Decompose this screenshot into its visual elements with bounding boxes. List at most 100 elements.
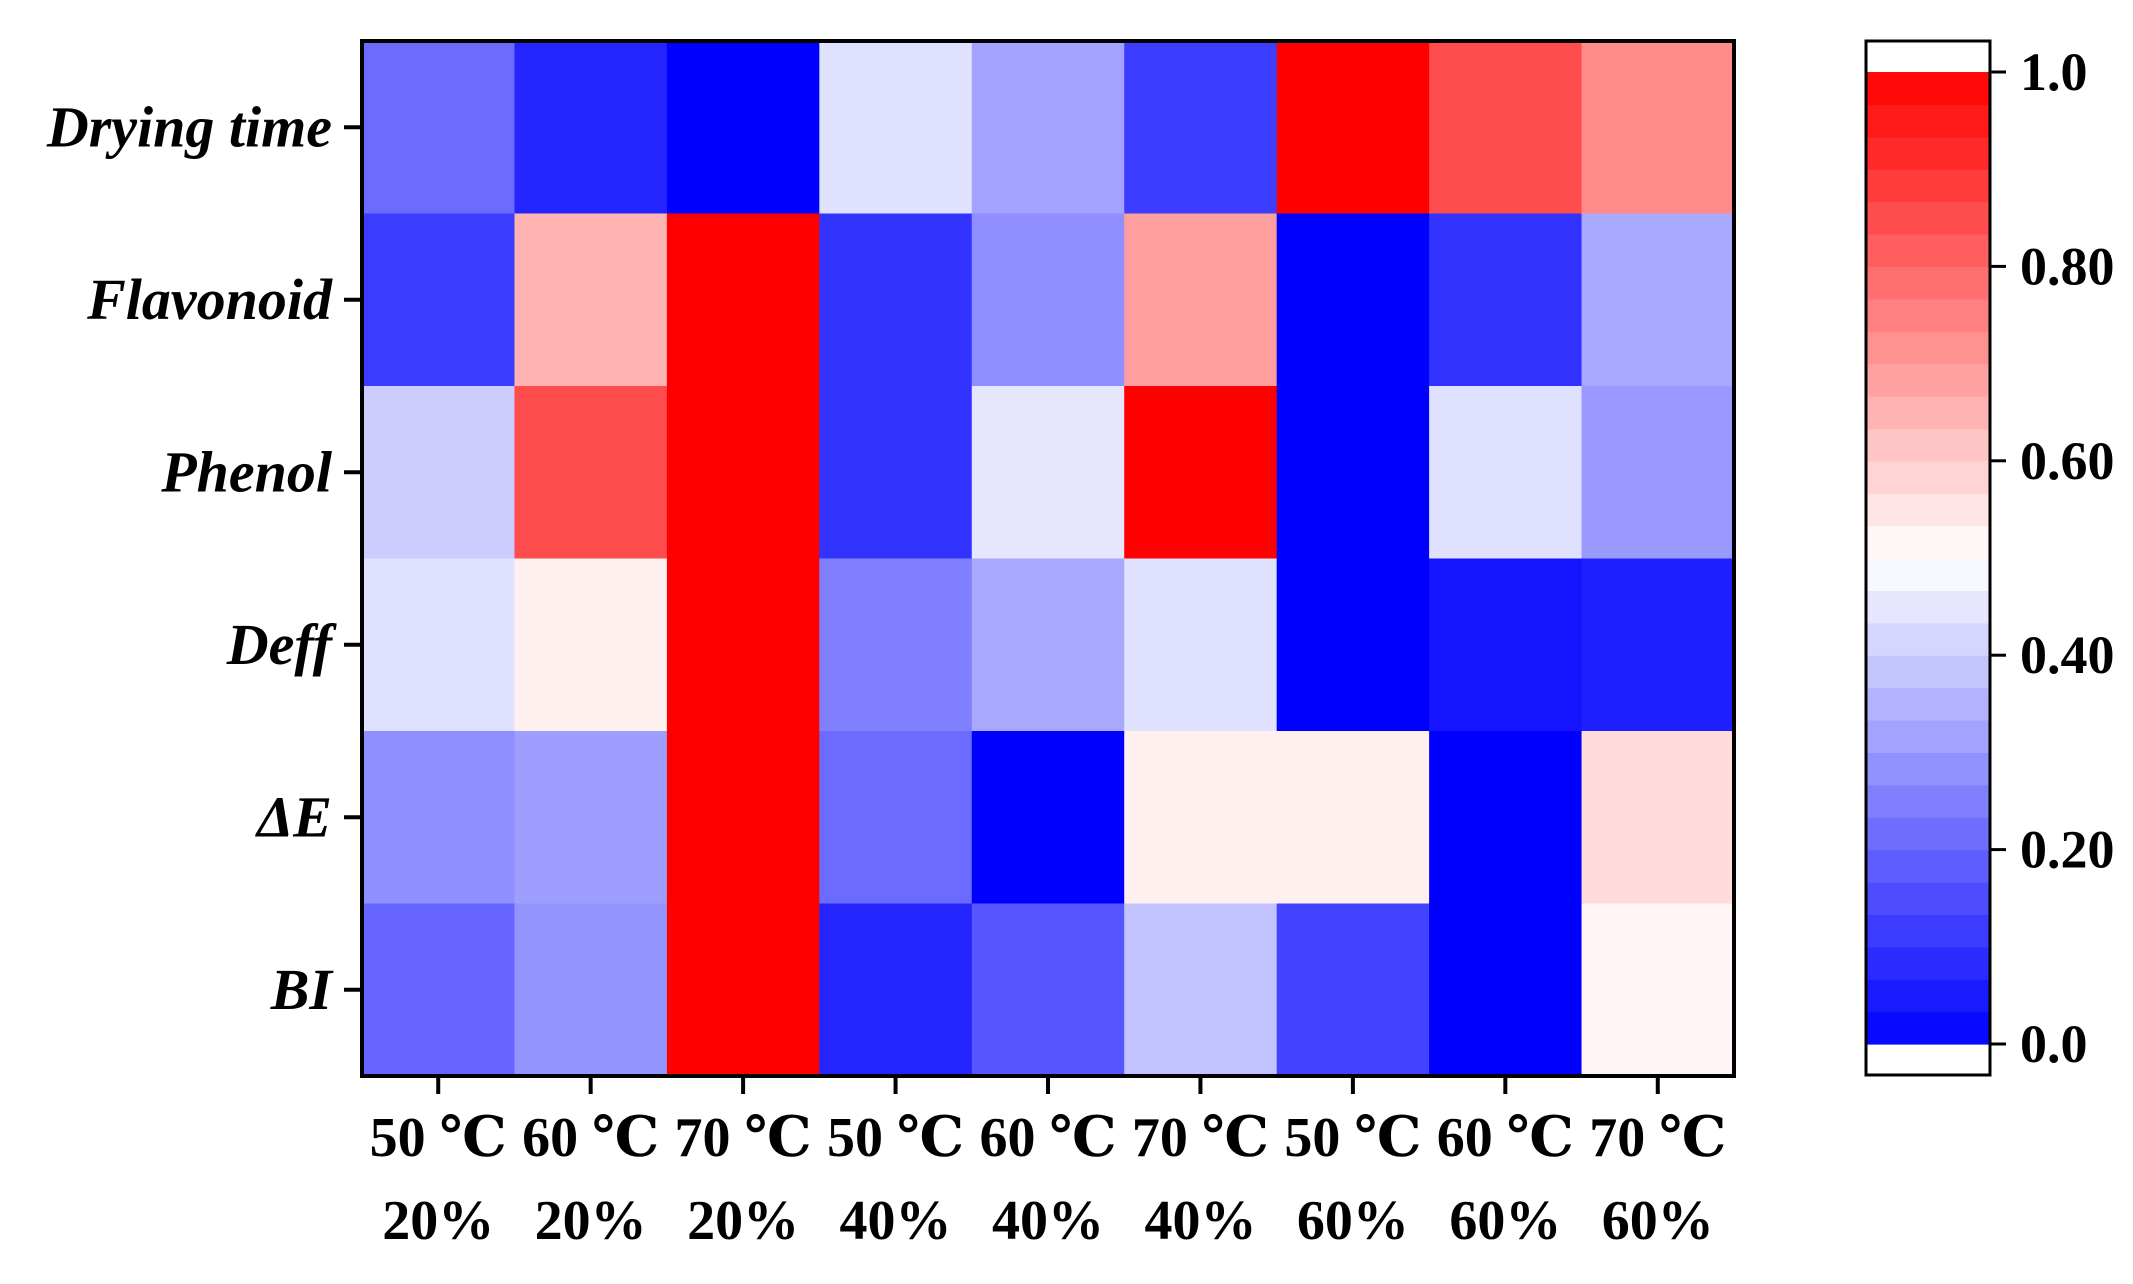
heatmap-cell (1581, 41, 1735, 215)
x-tick-label-temperature: 60 ℃ (522, 1107, 659, 1169)
heatmap-cell (1276, 558, 1430, 732)
heatmap-cell (1581, 213, 1735, 387)
x-tick-label-percent: 20% (382, 1190, 494, 1252)
colorbar-level (1866, 817, 1990, 851)
colorbar-level (1866, 266, 1990, 300)
heatmap-cell (819, 386, 973, 560)
colorbar: 0.0 0.20 0.40 0.60 0.80 1.0 (1864, 39, 2115, 1077)
colorbar-level (1866, 428, 1990, 462)
heatmap-cell (514, 731, 668, 905)
x-tick-label-percent: 60% (1449, 1190, 1561, 1252)
heatmap-cell (1581, 386, 1735, 560)
heatmap-cell (819, 213, 973, 387)
heatmap-cell (362, 386, 516, 560)
colorbar-level (1866, 622, 1990, 656)
colorbar-level (1866, 558, 1990, 591)
x-axis-labels: 50 ℃ 20% 60 ℃ 20% 70 ℃ 20% 50 ℃ 40% 60 ℃ 40% 70 ℃ 4… (370, 1076, 1726, 1252)
heatmap-cell (1429, 41, 1583, 215)
heatmap-cell (666, 386, 820, 560)
heatmap-cell (514, 903, 668, 1077)
y-tick-label: Deff (226, 612, 338, 677)
heatmap-cell (819, 903, 973, 1077)
colorbar-level (1866, 784, 1990, 818)
x-tick-label-temperature: 60 ℃ (979, 1107, 1116, 1169)
heatmap-cell (1276, 41, 1430, 215)
heatmap-cell (819, 731, 973, 905)
colorbar-level (1866, 1011, 1990, 1045)
colorbar-level (1866, 104, 1990, 138)
heatmap-cells (362, 41, 1735, 1077)
heatmap-cell (971, 558, 1125, 732)
x-tick-label-percent: 40% (992, 1190, 1104, 1252)
y-axis-labels: Drying time Flavonoid Phenol Deff ΔE BI (46, 94, 362, 1022)
colorbar-level (1866, 752, 1990, 786)
heatmap-cell (514, 213, 668, 387)
x-tick-label-temperature: 60 ℃ (1437, 1107, 1574, 1169)
heatmap-cell (971, 386, 1125, 560)
y-tick-label: BI (270, 957, 335, 1022)
heatmap-cell (1276, 386, 1430, 560)
colorbar-level (1866, 396, 1990, 429)
y-tick-label: ΔE (255, 784, 332, 849)
colorbar-level (1866, 655, 1990, 689)
x-tick-label-percent: 20% (687, 1190, 799, 1252)
heatmap-cell (1429, 386, 1583, 560)
x-tick-label-percent: 40% (840, 1190, 952, 1252)
heatmap-cell (971, 731, 1125, 905)
colorbar-tick-label: 0.60 (2020, 431, 2115, 491)
heatmap-cell (362, 903, 516, 1077)
heatmap-cell (514, 41, 668, 215)
heatmap-cell (819, 41, 973, 215)
heatmap-cell (1581, 558, 1735, 732)
heatmap-cell (666, 213, 820, 387)
heatmap-cell (514, 558, 668, 732)
heatmap-cell (666, 731, 820, 905)
heatmap-cell (1276, 903, 1430, 1077)
heatmap-cell (1429, 558, 1583, 732)
colorbar-level (1866, 136, 1990, 170)
heatmap-cell (1429, 903, 1583, 1077)
colorbar-frame (1864, 39, 1992, 1077)
heatmap-cell (971, 903, 1125, 1077)
heatmap-cell (362, 213, 516, 387)
heatmap-cell (514, 386, 668, 560)
heatmap-cell (1124, 386, 1278, 560)
x-tick-label-temperature: 50 ℃ (1284, 1107, 1421, 1169)
colorbar-level (1866, 331, 1990, 365)
heatmap-cell (1429, 731, 1583, 905)
colorbar-level (1866, 687, 1990, 721)
heatmap-cell (666, 903, 820, 1077)
heatmap-cell (666, 558, 820, 732)
colorbar-level (1866, 914, 1990, 948)
colorbar-level (1866, 298, 1990, 332)
heatmap-cell (971, 41, 1125, 215)
colorbar-level (1866, 946, 1990, 980)
heatmap-cell (362, 558, 516, 732)
colorbar-tick-label: 0.80 (2020, 236, 2115, 296)
colorbar-level (1866, 201, 1990, 235)
heatmap-cell (1581, 903, 1735, 1077)
heatmap-cell (1276, 213, 1430, 387)
heatmap-cell (1124, 903, 1278, 1077)
colorbar-level (1866, 234, 1990, 267)
colorbar-level (1866, 363, 1990, 397)
colorbar-level (1866, 460, 1990, 494)
heatmap-cell (1124, 558, 1278, 732)
heatmap-cell (362, 731, 516, 905)
colorbar-level (1866, 72, 1990, 105)
heatmap-cell (666, 41, 820, 215)
x-tick-label-percent: 20% (535, 1190, 647, 1252)
colorbar-level (1866, 979, 1990, 1013)
x-tick-label-temperature: 50 ℃ (827, 1107, 964, 1169)
y-tick-label: Drying time (46, 94, 332, 159)
colorbar-level (1866, 720, 1990, 753)
x-tick-label-temperature: 70 ℃ (1132, 1107, 1269, 1169)
colorbar-tick-label: 0.0 (2020, 1014, 2088, 1074)
colorbar-level (1866, 493, 1990, 527)
colorbar-tick-label: 0.20 (2020, 820, 2115, 880)
x-tick-label-temperature: 50 ℃ (370, 1107, 507, 1169)
x-tick-label-temperature: 70 ℃ (1589, 1107, 1726, 1169)
colorbar-level (1866, 525, 1990, 559)
heatmap-cell (971, 213, 1125, 387)
